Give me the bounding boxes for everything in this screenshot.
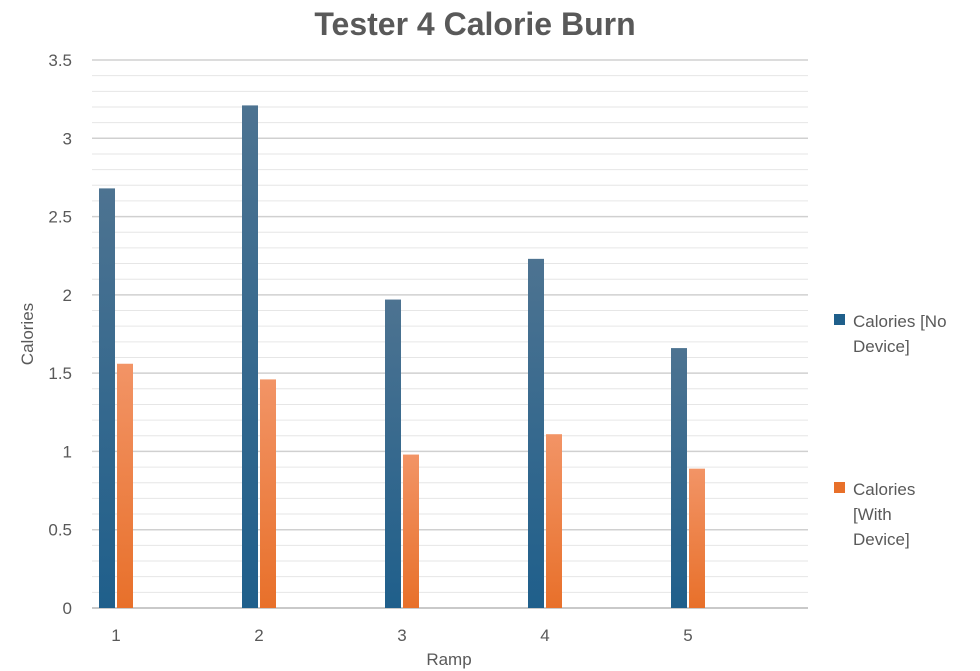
bar-no-device-4 [528, 258, 544, 608]
legend-label-no-device: Calories [No Device] [853, 312, 947, 356]
y-tick-label: 1 [63, 442, 72, 461]
bar-with-device-3 [403, 454, 419, 608]
legend-item-with-device: Calories [With Device] [834, 477, 915, 552]
y-tick-label: 0.5 [48, 521, 72, 540]
bar-with-device-4 [546, 434, 562, 608]
bar-with-device-1 [117, 363, 133, 608]
y-tick-label: 2 [63, 286, 72, 305]
x-tick-label: 1 [111, 626, 120, 645]
bar-no-device-5 [671, 348, 687, 608]
x-tick-label: 3 [397, 626, 406, 645]
legend-label-with-device: Calories [With Device] [853, 480, 916, 549]
x-tick-label: 2 [254, 626, 263, 645]
y-tick-label: 3 [63, 129, 72, 148]
x-axis-ticks: 1 2 3 4 5 [111, 626, 692, 645]
y-axis-ticks: 0 0.5 1 1.5 2 2.5 3 3.5 [48, 51, 72, 618]
y-tick-label: 1.5 [48, 364, 72, 383]
x-tick-label: 5 [683, 626, 692, 645]
bar-with-device-2 [260, 379, 276, 608]
legend-swatch-no-device [834, 314, 845, 325]
y-tick-label: 2.5 [48, 208, 72, 227]
bar-no-device-2 [242, 105, 258, 609]
legend-swatch-with-device [834, 482, 845, 493]
gridlines [92, 59, 808, 609]
bar-with-device-5 [689, 468, 705, 608]
y-tick-label: 0 [63, 599, 72, 618]
y-tick-label: 3.5 [48, 51, 72, 70]
legend-item-no-device: Calories [No Device] [834, 309, 947, 359]
bar-no-device-1 [99, 188, 115, 609]
bar-no-device-3 [385, 299, 401, 608]
y-axis-label: Calories [18, 303, 37, 365]
x-tick-label: 4 [540, 626, 549, 645]
chart-title: Tester 4 Calorie Burn [314, 6, 636, 42]
bars [99, 105, 705, 609]
x-axis-label: Ramp [426, 650, 471, 669]
